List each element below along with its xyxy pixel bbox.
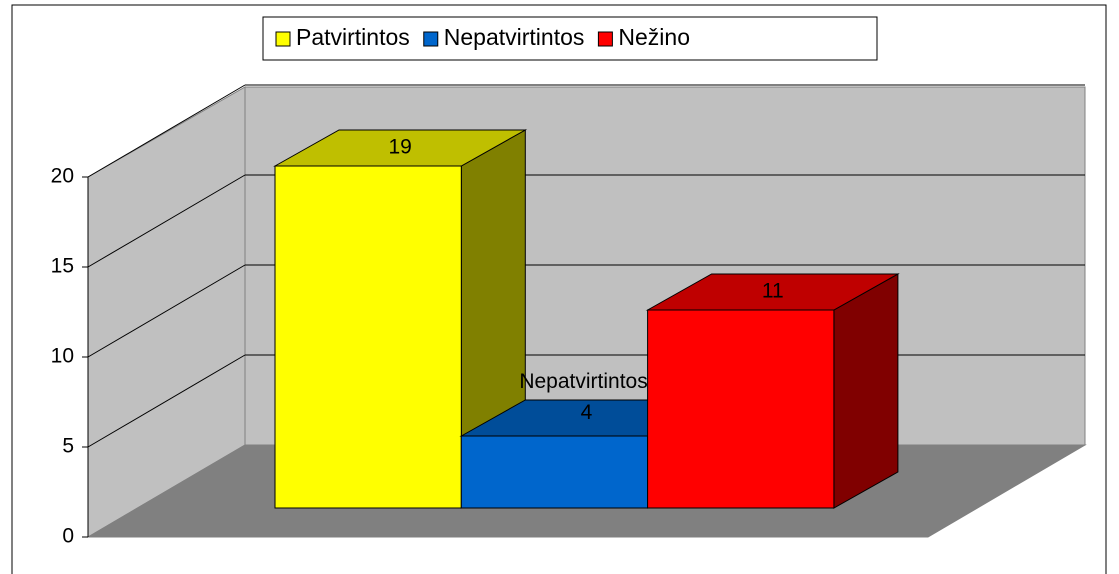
grid-line (87, 264, 246, 358)
y-tick-label: 15 (51, 255, 74, 278)
legend-items: Patvirtintos Nepatvirtintos Nežino (275, 24, 690, 50)
y-tick-label: 10 (51, 345, 74, 368)
y-tick-label: 5 (62, 435, 74, 458)
y-tick-label: 20 (51, 165, 74, 188)
data-label: 19 (388, 136, 411, 159)
data-label: Nepatvirtintos; 4 (519, 370, 653, 424)
grid-line (87, 354, 246, 448)
bar (647, 309, 835, 509)
grid-line (87, 84, 246, 178)
legend (262, 16, 878, 61)
bar (274, 165, 462, 509)
legend-swatch (597, 31, 613, 47)
data-label: 11 (762, 280, 784, 303)
bar-side (833, 273, 899, 509)
legend-swatch (423, 31, 439, 47)
legend-label: Nepatvirtintos (444, 24, 585, 50)
legend-swatch (275, 31, 291, 47)
grid-line (87, 174, 246, 268)
legend-label: Nežino (618, 24, 690, 50)
bar (460, 435, 649, 509)
y-tick-label: 0 (62, 525, 74, 548)
legend-label: Patvirtintos (296, 24, 410, 50)
